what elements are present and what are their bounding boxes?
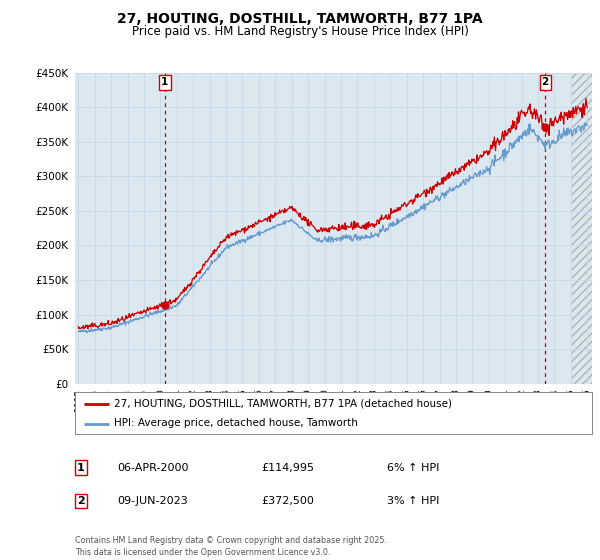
Text: Price paid vs. HM Land Registry's House Price Index (HPI): Price paid vs. HM Land Registry's House …	[131, 25, 469, 38]
Text: 09-JUN-2023: 09-JUN-2023	[117, 496, 188, 506]
Text: £114,995: £114,995	[261, 463, 314, 473]
Text: 27, HOUTING, DOSTHILL, TAMWORTH, B77 1PA (detached house): 27, HOUTING, DOSTHILL, TAMWORTH, B77 1PA…	[114, 399, 452, 409]
Text: 2: 2	[542, 77, 549, 87]
Text: 6% ↑ HPI: 6% ↑ HPI	[387, 463, 439, 473]
Bar	[571, 73, 592, 384]
Text: 1: 1	[77, 463, 85, 473]
Text: £372,500: £372,500	[261, 496, 314, 506]
Text: 3% ↑ HPI: 3% ↑ HPI	[387, 496, 439, 506]
Text: 1: 1	[161, 77, 169, 87]
Text: 27, HOUTING, DOSTHILL, TAMWORTH, B77 1PA: 27, HOUTING, DOSTHILL, TAMWORTH, B77 1PA	[117, 12, 483, 26]
Text: 06-APR-2000: 06-APR-2000	[117, 463, 188, 473]
Text: 2: 2	[77, 496, 85, 506]
Text: HPI: Average price, detached house, Tamworth: HPI: Average price, detached house, Tamw…	[114, 418, 358, 428]
Text: Contains HM Land Registry data © Crown copyright and database right 2025.
This d: Contains HM Land Registry data © Crown c…	[75, 536, 387, 557]
